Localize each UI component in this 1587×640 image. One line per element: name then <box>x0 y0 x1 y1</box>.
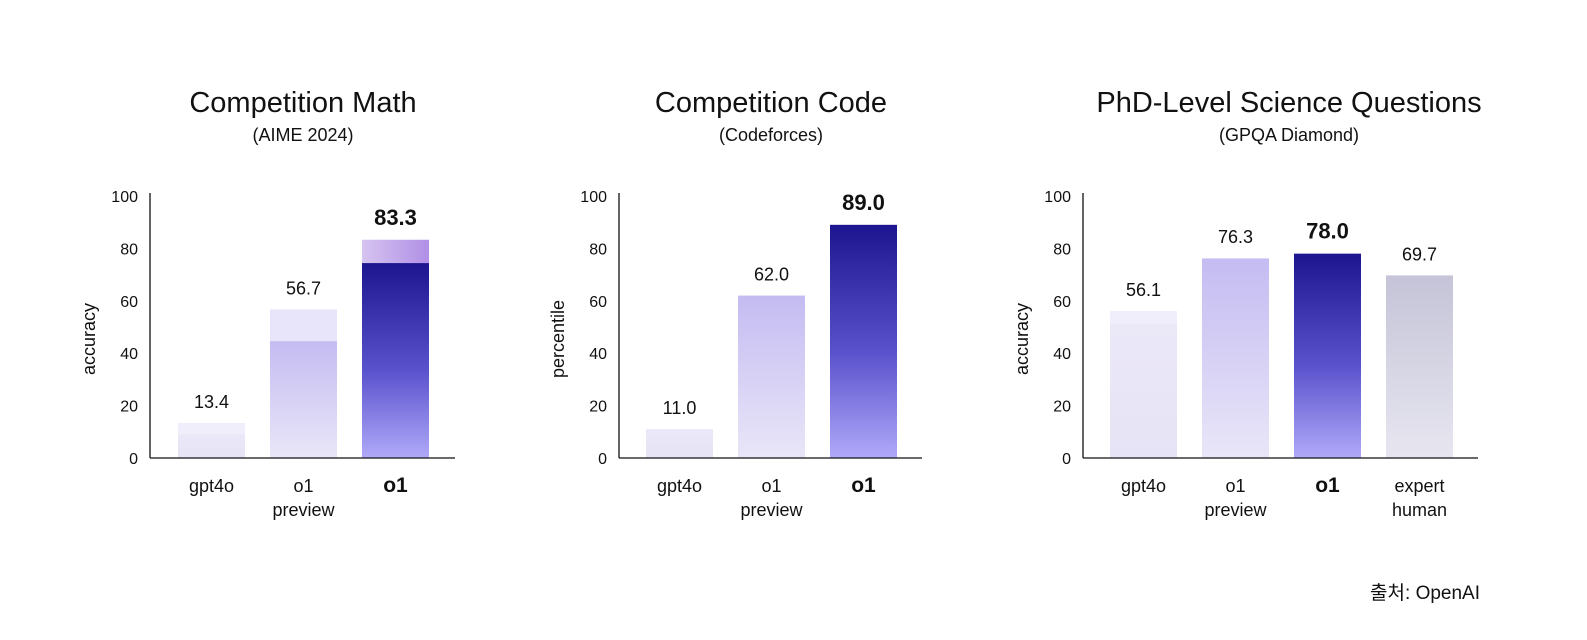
data-label: 89.0 <box>842 190 885 215</box>
bar <box>1202 258 1269 458</box>
y-tick-label: 60 <box>1053 294 1071 311</box>
y-tick-label: 40 <box>1053 346 1071 363</box>
bar <box>1294 253 1361 458</box>
data-label: 83.3 <box>374 205 417 230</box>
chart-2: Competition Code (Codeforces) 0 20 40 60 80 100… <box>548 87 922 520</box>
y-tick-label: 80 <box>120 241 138 258</box>
bar <box>830 224 897 458</box>
bar <box>362 263 429 458</box>
data-label: 76.3 <box>1218 227 1253 247</box>
x-tick-label: o1 <box>1315 474 1340 497</box>
x-tick-label: gpt4o <box>1121 476 1166 496</box>
bar <box>738 295 805 458</box>
chart-title: Competition Code <box>655 87 887 119</box>
bar <box>646 429 713 458</box>
x-tick-label: human <box>1392 500 1447 520</box>
x-tick-label: o1 <box>851 474 876 497</box>
bar <box>1110 323 1177 458</box>
y-tick-label: 60 <box>120 294 138 311</box>
bar-cap <box>362 239 429 264</box>
chart-subtitle: (GPQA Diamond) <box>1219 125 1359 145</box>
y-tick-label: 40 <box>589 346 607 363</box>
y-tick-label: 100 <box>580 189 607 206</box>
y-tick-label: 80 <box>1053 241 1071 258</box>
y-axis-label: percentile <box>548 300 568 378</box>
bar-cap <box>178 422 245 434</box>
data-label: 78.0 <box>1306 219 1349 244</box>
x-tick-label: preview <box>1204 500 1267 520</box>
y-tick-label: 0 <box>129 451 138 468</box>
data-label: 56.1 <box>1126 280 1161 300</box>
y-tick-label: 100 <box>111 189 138 206</box>
x-tick-label: o1 <box>761 476 781 496</box>
chart-title: PhD-Level Science Questions <box>1096 87 1481 119</box>
x-tick-label: gpt4o <box>657 476 702 496</box>
x-tick-label: preview <box>740 500 803 520</box>
x-tick-label: preview <box>272 500 335 520</box>
y-tick-label: 0 <box>598 451 607 468</box>
x-tick-label: gpt4o <box>189 476 234 496</box>
data-label: 69.7 <box>1402 244 1437 264</box>
chart-1: Competition Math (AIME 2024) 0 20 40 60 80 100 a… <box>79 87 455 520</box>
data-label: 13.4 <box>194 392 229 412</box>
chart-subtitle: (Codeforces) <box>719 125 823 145</box>
chart-3: PhD-Level Science Questions (GPQA Diamond… <box>1012 87 1482 520</box>
y-tick-label: 60 <box>589 294 607 311</box>
x-tick-label: expert <box>1394 476 1444 496</box>
source-credit: 출처: OpenAI <box>1370 583 1480 604</box>
data-label: 62.0 <box>754 265 789 285</box>
y-tick-label: 20 <box>1053 399 1071 416</box>
bar <box>1386 275 1453 458</box>
x-tick-label: o1 <box>1225 476 1245 496</box>
y-tick-label: 20 <box>589 399 607 416</box>
y-tick-label: 0 <box>1062 451 1071 468</box>
data-label: 11.0 <box>663 398 697 418</box>
y-tick-label: 80 <box>589 241 607 258</box>
x-tick-label: o1 <box>383 474 408 497</box>
bar <box>178 433 245 458</box>
bar <box>270 341 337 458</box>
data-label: 56.7 <box>286 278 321 298</box>
x-tick-label: o1 <box>293 476 313 496</box>
bar-cap <box>1110 311 1177 324</box>
y-tick-label: 20 <box>120 399 138 416</box>
y-axis-label: accuracy <box>1012 303 1032 375</box>
bar-cap <box>270 309 337 342</box>
y-tick-label: 100 <box>1044 189 1071 206</box>
y-axis-label: accuracy <box>79 303 99 375</box>
chart-subtitle: (AIME 2024) <box>252 125 353 145</box>
y-tick-label: 40 <box>120 346 138 363</box>
chart-title: Competition Math <box>189 87 416 119</box>
bar-cap <box>1202 258 1269 259</box>
